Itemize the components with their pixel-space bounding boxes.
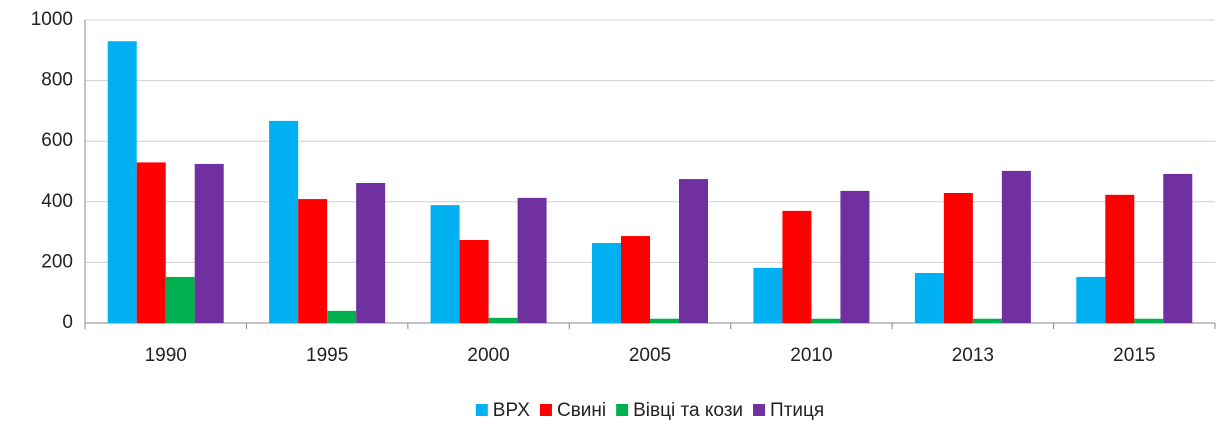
bar <box>430 205 460 323</box>
y-tick-label: 800 <box>41 70 73 91</box>
bar <box>972 318 1002 323</box>
bar <box>592 243 621 323</box>
x-tick-label: 2000 <box>467 345 509 366</box>
bar <box>488 317 518 323</box>
bar <box>194 163 224 323</box>
bar <box>943 193 973 323</box>
legend-label: Вівці та кози <box>633 400 743 421</box>
bar <box>165 276 195 323</box>
bar <box>459 239 489 323</box>
bar <box>327 310 357 323</box>
bar <box>107 41 137 324</box>
bar <box>1001 170 1031 323</box>
x-tick-label: 2013 <box>952 345 994 366</box>
y-tick-label: 1000 <box>31 9 73 30</box>
x-tick-label: 2015 <box>1113 345 1155 366</box>
bar <box>1105 194 1135 323</box>
bar <box>840 190 870 323</box>
y-tick-label: 200 <box>41 251 73 272</box>
bar <box>1076 276 1106 323</box>
x-tick-label: 1990 <box>145 345 187 366</box>
bar <box>269 120 299 323</box>
x-tick-label: 2005 <box>629 345 671 366</box>
bar <box>298 199 328 323</box>
y-tick-label: 400 <box>41 191 73 212</box>
bar <box>753 267 783 323</box>
bar <box>914 273 944 323</box>
legend-swatch <box>616 404 629 416</box>
bar <box>650 318 679 323</box>
legend-swatch <box>753 404 766 416</box>
legend-swatch <box>539 404 552 416</box>
bar <box>356 183 386 323</box>
bar <box>782 210 812 323</box>
y-tick-label: 0 <box>62 312 73 333</box>
legend-swatch <box>475 404 488 416</box>
bar <box>1134 318 1164 323</box>
bar <box>811 318 841 323</box>
x-tick-label: 1995 <box>306 345 348 366</box>
bar <box>136 162 166 323</box>
legend-label: Свині <box>557 400 606 421</box>
x-tick-label: 2010 <box>790 345 832 366</box>
bar <box>679 179 708 323</box>
legend-label: ВРХ <box>493 400 530 421</box>
bar <box>1163 173 1193 323</box>
bar <box>621 236 650 323</box>
y-tick-label: 600 <box>41 130 73 151</box>
bar <box>517 197 547 323</box>
legend-label: Птиця <box>770 400 824 421</box>
